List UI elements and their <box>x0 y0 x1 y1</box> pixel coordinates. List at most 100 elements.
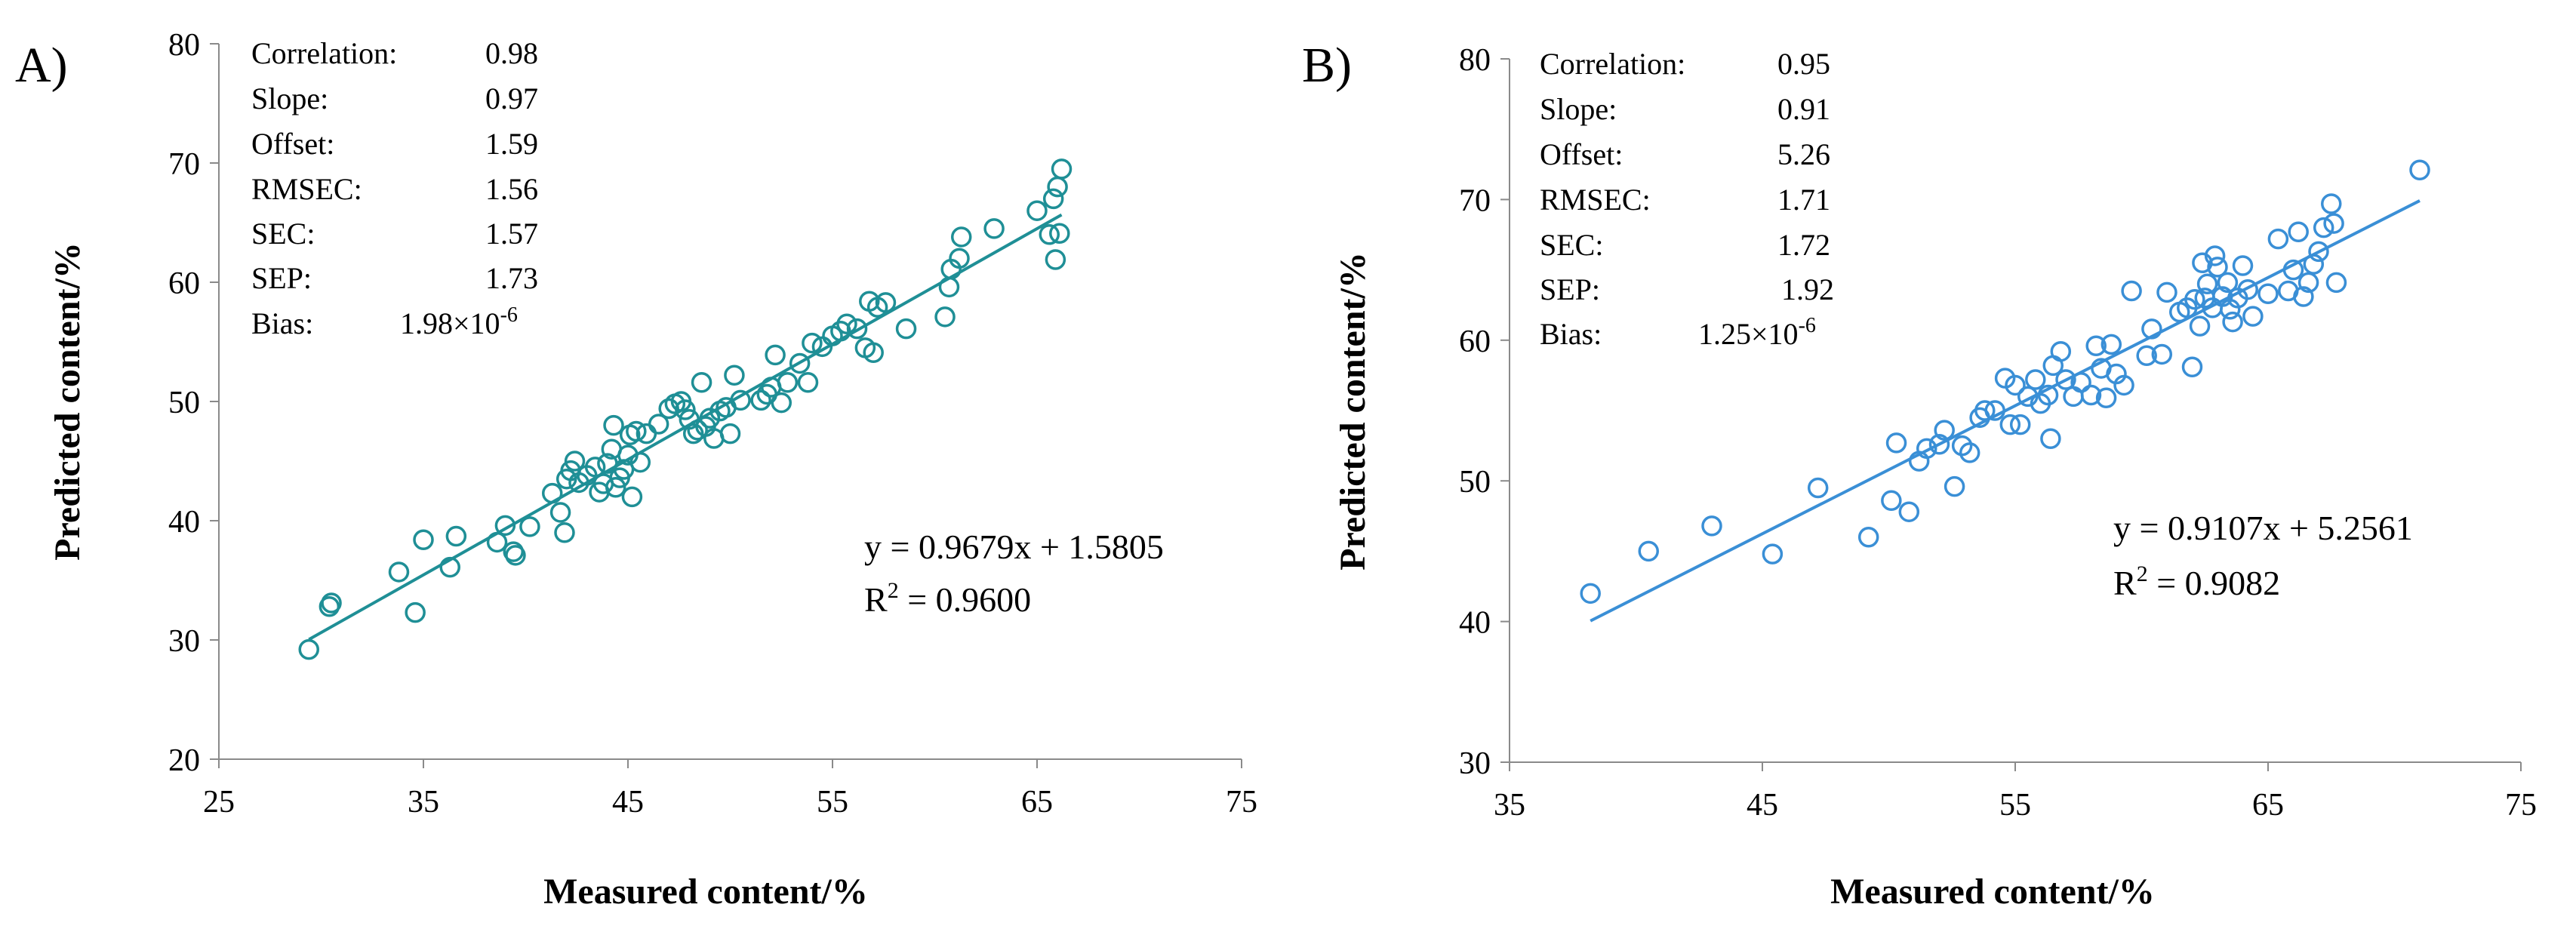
data-point <box>388 561 410 583</box>
data-point <box>1934 420 1955 441</box>
data-point <box>875 292 897 313</box>
y-tick-label: 30 <box>1459 746 1491 781</box>
stat-sep: SEP: 1.73 <box>251 261 538 295</box>
panel-label: B) <box>1302 38 1352 93</box>
y-tick-label: 70 <box>1459 183 1491 218</box>
data-point <box>2207 257 2228 278</box>
stat-correlation: Correlation: 0.98 <box>251 36 538 70</box>
x-tick-label: 55 <box>817 785 848 820</box>
stat-bias: Bias: 1.98×10-6 <box>251 303 518 340</box>
data-point <box>724 364 745 386</box>
data-point <box>750 389 771 411</box>
y-tick-label: 50 <box>168 386 200 420</box>
data-point <box>554 522 575 543</box>
data-point <box>2025 369 2046 390</box>
data-point <box>2323 213 2344 234</box>
panel-a: A) 20 30 40 50 60 70 80 25 35 45 55 65 75 Correlati… <box>15 28 1257 912</box>
data-point <box>2308 241 2329 263</box>
data-point <box>1580 583 1601 604</box>
y-tick-label: 50 <box>1459 465 1491 500</box>
data-point <box>405 601 426 623</box>
data-point <box>797 371 819 393</box>
data-point <box>1885 432 1907 454</box>
stat-value: 0.98 <box>485 36 538 70</box>
stat-label: Slope: <box>1540 92 1617 126</box>
regression-equation: y = 0.9107x + 5.2561 <box>2113 509 2413 547</box>
stat-label: RMSEC: <box>251 172 362 206</box>
x-tick-label: 45 <box>1747 788 1778 823</box>
stat-label: Offset: <box>251 127 334 161</box>
x-tick-label: 75 <box>2505 788 2537 823</box>
data-point <box>895 318 917 340</box>
data-point <box>789 352 811 374</box>
x-tick-label: 25 <box>203 785 235 820</box>
stat-label: Correlation: <box>1540 47 1685 81</box>
data-point <box>519 516 540 537</box>
r-squared: R2 = 0.9082 <box>2113 561 2280 602</box>
stat-label: SEC: <box>1540 228 1603 262</box>
x-axis-label: Measured content/% <box>543 872 868 912</box>
data-points <box>298 158 1073 660</box>
x-tick-label: 55 <box>1999 788 2031 823</box>
y-tick-label: 30 <box>168 624 200 659</box>
data-point <box>1051 158 1073 180</box>
stats-box: Correlation: 0.95 Slope: 0.91 Offset: 5.… <box>1540 47 1834 351</box>
data-point <box>2085 335 2107 357</box>
data-point <box>2297 272 2319 294</box>
data-point <box>494 515 516 537</box>
stat-label: Bias: <box>1540 317 1602 351</box>
stat-slope: Slope: 0.91 <box>1540 92 1830 126</box>
data-point <box>413 529 434 551</box>
trendline-line <box>308 213 1063 641</box>
data-point <box>950 226 972 248</box>
y-tick-label: 60 <box>1459 325 1491 359</box>
data-point <box>675 399 696 420</box>
data-point <box>2257 283 2279 305</box>
panel-label: A) <box>15 38 68 93</box>
x-tick-label: 75 <box>1226 785 1257 820</box>
data-point <box>549 502 571 523</box>
x-tick-label: 35 <box>408 785 439 820</box>
data-point <box>298 638 319 660</box>
data-point <box>621 486 643 508</box>
data-point <box>2325 272 2347 294</box>
data-point <box>2321 193 2342 214</box>
stat-sec: SEC: 1.57 <box>251 217 538 251</box>
y-tick-label: 40 <box>168 505 200 540</box>
x-tick-label: 35 <box>1494 788 1525 823</box>
data-point <box>1049 223 1070 244</box>
data-point <box>863 342 884 363</box>
data-point <box>983 218 1005 239</box>
data-point <box>2293 286 2314 307</box>
data-point <box>2204 245 2226 266</box>
y-tick-label: 70 <box>168 147 200 182</box>
data-point <box>584 457 606 478</box>
stat-label: Offset: <box>1540 137 1623 171</box>
data-point <box>1638 540 1659 562</box>
data-point <box>1047 176 1068 198</box>
regression-equation: y = 0.9679x + 1.5805 <box>864 528 1164 566</box>
stat-label: SEP: <box>1540 272 1600 306</box>
data-point <box>2242 306 2264 327</box>
stat-label: Bias: <box>251 306 313 340</box>
stat-offset: Offset: 1.59 <box>251 127 538 161</box>
data-point <box>1944 475 1965 497</box>
data-point <box>771 392 792 414</box>
data-point <box>836 313 857 335</box>
data-point <box>2288 221 2309 243</box>
stat-value: 1.25×10-6 <box>1698 314 1816 351</box>
y-tick-labels: 20 30 40 50 60 70 80 <box>168 28 200 778</box>
stat-correlation: Correlation: 0.95 <box>1540 47 1830 81</box>
data-point <box>2040 428 2061 450</box>
stat-label: Slope: <box>251 82 328 115</box>
data-point <box>1857 527 1879 548</box>
x-tick-label: 65 <box>1021 785 1053 820</box>
axes <box>210 43 1242 768</box>
stat-label: SEP: <box>251 261 312 295</box>
data-point <box>2184 288 2205 310</box>
data-point <box>2181 356 2203 377</box>
stat-value: 5.26 <box>1777 137 1830 171</box>
data-point <box>2232 255 2254 276</box>
data-point <box>1762 543 1784 564</box>
